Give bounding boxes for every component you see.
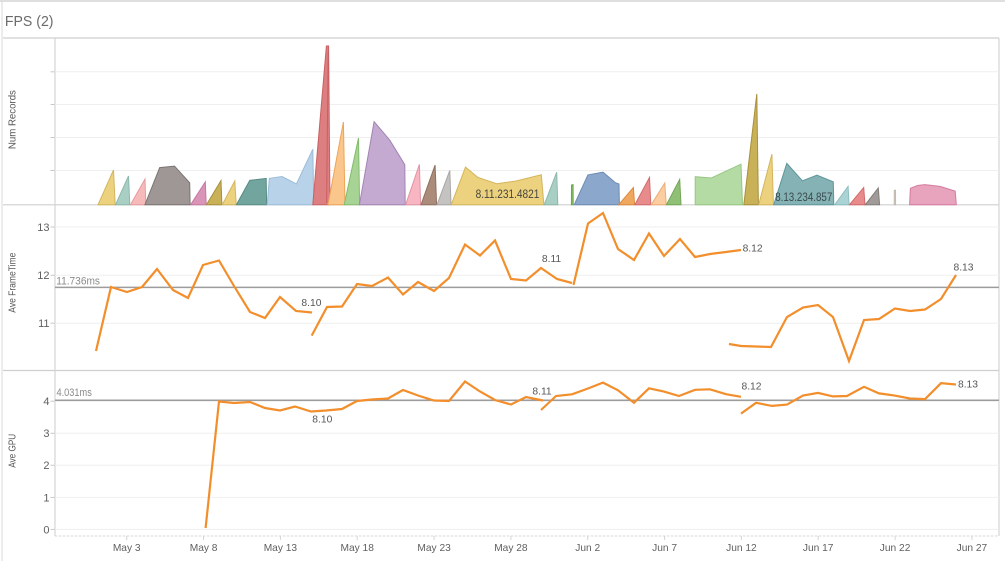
svg-text:Jun 7: Jun 7	[652, 543, 677, 554]
svg-text:11.736ms: 11.736ms	[56, 276, 100, 288]
svg-text:FPS (2): FPS (2)	[5, 13, 54, 30]
svg-text:0: 0	[43, 524, 49, 536]
svg-text:8.13.234.857: 8.13.234.857	[775, 190, 832, 204]
svg-text:Ave GPU: Ave GPU	[8, 434, 19, 468]
svg-text:May 13: May 13	[264, 543, 298, 554]
svg-text:8.11.231.4821: 8.11.231.4821	[476, 187, 540, 201]
svg-text:May 8: May 8	[190, 543, 218, 554]
svg-text:Ave FrameTime: Ave FrameTime	[8, 253, 19, 313]
svg-text:Jun 27: Jun 27	[957, 543, 988, 554]
svg-text:3: 3	[43, 428, 49, 440]
svg-text:4.031ms: 4.031ms	[57, 387, 93, 399]
svg-text:1: 1	[43, 492, 49, 504]
svg-text:May 3: May 3	[113, 543, 141, 554]
svg-text:8.13: 8.13	[953, 262, 973, 273]
svg-text:8.11: 8.11	[532, 387, 552, 398]
svg-text:8.12: 8.12	[743, 244, 763, 255]
svg-text:Jun 22: Jun 22	[880, 543, 911, 554]
svg-text:May 23: May 23	[417, 543, 451, 554]
svg-text:8.11: 8.11	[542, 254, 562, 265]
svg-text:May 28: May 28	[494, 543, 528, 554]
svg-text:13: 13	[37, 222, 49, 234]
svg-text:8.13: 8.13	[958, 380, 978, 391]
svg-text:8.10: 8.10	[301, 298, 321, 309]
svg-text:Jun 17: Jun 17	[803, 543, 834, 554]
svg-text:8.10: 8.10	[312, 415, 332, 426]
svg-text:Jun 12: Jun 12	[726, 543, 757, 554]
svg-text:Num Records: Num Records	[8, 90, 19, 149]
svg-text:May 18: May 18	[340, 543, 374, 554]
svg-text:11: 11	[38, 318, 49, 330]
svg-text:8.12: 8.12	[741, 382, 761, 393]
svg-text:2: 2	[43, 460, 49, 472]
svg-text:Jun 2: Jun 2	[575, 543, 600, 554]
svg-text:4: 4	[43, 396, 49, 408]
svg-text:12: 12	[37, 270, 49, 282]
